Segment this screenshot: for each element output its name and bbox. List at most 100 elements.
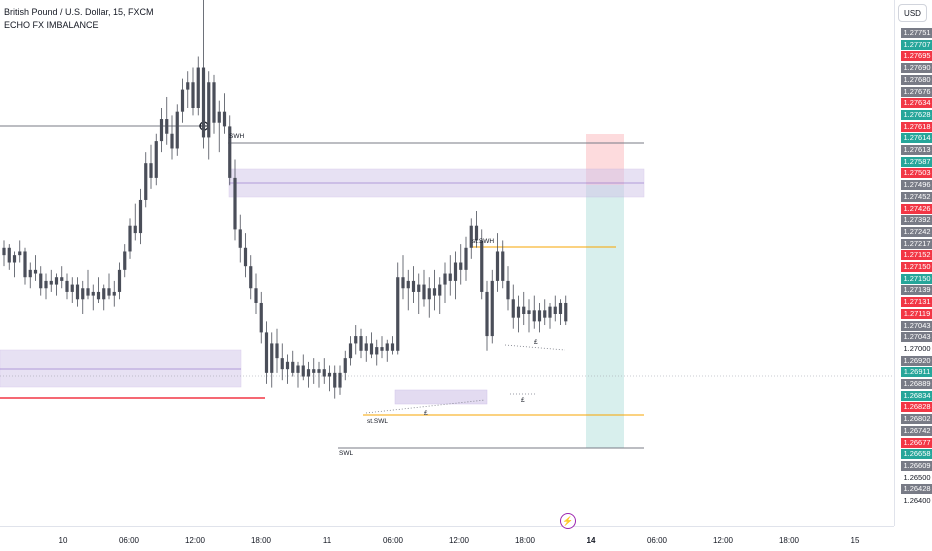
candle-body: [170, 133, 174, 149]
price-label: 1.27496: [901, 180, 932, 191]
candle: [364, 336, 368, 362]
chart-area[interactable]: SWH st.SWH st.SWL SWL £ £ £ British Pound / U.…: [0, 0, 894, 526]
candle: [532, 295, 536, 329]
indicator-title[interactable]: ECHO FX IMBALANCE: [4, 20, 99, 30]
candle-body: [427, 288, 431, 300]
candle: [12, 251, 17, 278]
candle-body: [453, 262, 458, 281]
candle: [254, 273, 258, 314]
candle-body: [396, 277, 400, 351]
symbol-title[interactable]: British Pound / U.S. Dollar, 15, FXCM: [4, 7, 154, 17]
candle-body: [54, 277, 59, 285]
candle-body: [301, 365, 305, 377]
candle: [333, 365, 337, 399]
price-label: 1.26658: [901, 449, 932, 460]
candle: [149, 144, 153, 189]
candle: [39, 266, 43, 296]
candle-body: [86, 288, 90, 296]
candle-body: [12, 255, 17, 263]
candle: [469, 218, 473, 259]
time-label: 18:00: [778, 536, 800, 545]
candle: [264, 321, 269, 384]
candle-body: [81, 288, 85, 300]
candle: [117, 262, 122, 300]
candle: [317, 361, 321, 388]
candle-body: [369, 343, 374, 355]
candle: [490, 269, 494, 344]
equal-high-line: [504, 344, 566, 351]
candle-body: [149, 163, 153, 178]
price-label: 1.27680: [901, 74, 932, 85]
candle: [432, 269, 437, 311]
lightning-icon[interactable]: ⚡: [560, 513, 576, 529]
candle: [348, 336, 353, 366]
price-label: 1.27695: [901, 51, 932, 62]
price-label: 1.26834: [901, 390, 932, 401]
candle-body: [291, 361, 295, 373]
candle-body: [506, 280, 510, 300]
candle-body: [228, 126, 232, 178]
candle: [396, 262, 400, 355]
candle: [249, 255, 253, 300]
candle: [207, 71, 211, 160]
currency-button[interactable]: USD: [898, 4, 927, 22]
price-label: 1.26677: [901, 437, 932, 448]
candle-body: [280, 358, 284, 370]
candle: [390, 336, 395, 355]
imbalance-zone-lower: [0, 349, 242, 388]
price-label: 1.26828: [901, 402, 932, 413]
candle: [511, 284, 515, 329]
candle-body: [443, 273, 447, 285]
candle: [259, 291, 263, 344]
candle: [44, 273, 48, 300]
candle-body: [233, 177, 237, 230]
candle-body: [44, 280, 48, 289]
candle: [233, 159, 237, 241]
price-label: 1.27152: [901, 250, 932, 261]
price-label: 1.26911: [901, 367, 932, 378]
price-label: 1.27150: [901, 273, 932, 284]
candle: [54, 273, 59, 296]
candle: [217, 100, 221, 153]
candle: [81, 280, 85, 314]
candle-body: [212, 82, 216, 123]
candle: [285, 354, 290, 384]
chart-canvas[interactable]: SWH st.SWH st.SWL SWL £ £ £: [0, 0, 894, 526]
candle-body: [270, 343, 274, 373]
candle-body: [128, 225, 132, 252]
time-label: 12:00: [712, 536, 734, 545]
candle: [564, 295, 568, 326]
candle: [322, 358, 326, 384]
candle: [474, 211, 479, 248]
candle: [154, 133, 158, 186]
candle: [485, 280, 489, 351]
candle: [522, 291, 526, 326]
candle: [380, 336, 384, 359]
candle-body: [375, 347, 379, 355]
candle-body: [317, 369, 321, 373]
candle-body: [102, 288, 106, 300]
candle: [301, 354, 305, 381]
candle-body: [217, 111, 221, 123]
candle-body: [459, 262, 463, 270]
candle: [543, 299, 547, 326]
st-swl-label: st.SWL: [367, 418, 388, 425]
candle: [359, 328, 363, 359]
candle-body: [91, 291, 95, 296]
st-swh-label: st.SWH: [472, 238, 494, 245]
candle-body: [201, 67, 206, 138]
candle-body: [359, 336, 363, 351]
price-label: 1.27751: [901, 28, 932, 38]
imbalance-zone-small: [394, 389, 488, 405]
candle-body: [348, 343, 353, 359]
candle: [159, 108, 164, 153]
candle-body: [249, 266, 253, 289]
candle: [18, 240, 22, 263]
price-label: 1.26742: [901, 425, 932, 436]
time-axis[interactable]: 10 06:00 12:00 18:00 11 06:00 12:00 18:00 14 06:0…: [0, 526, 894, 551]
price-label: 1.27690: [901, 63, 932, 74]
price-label: 1.27043: [901, 320, 932, 331]
price-label: 1.27587: [901, 156, 932, 167]
price-label: 1.26889: [901, 379, 932, 389]
candle: [243, 233, 248, 278]
